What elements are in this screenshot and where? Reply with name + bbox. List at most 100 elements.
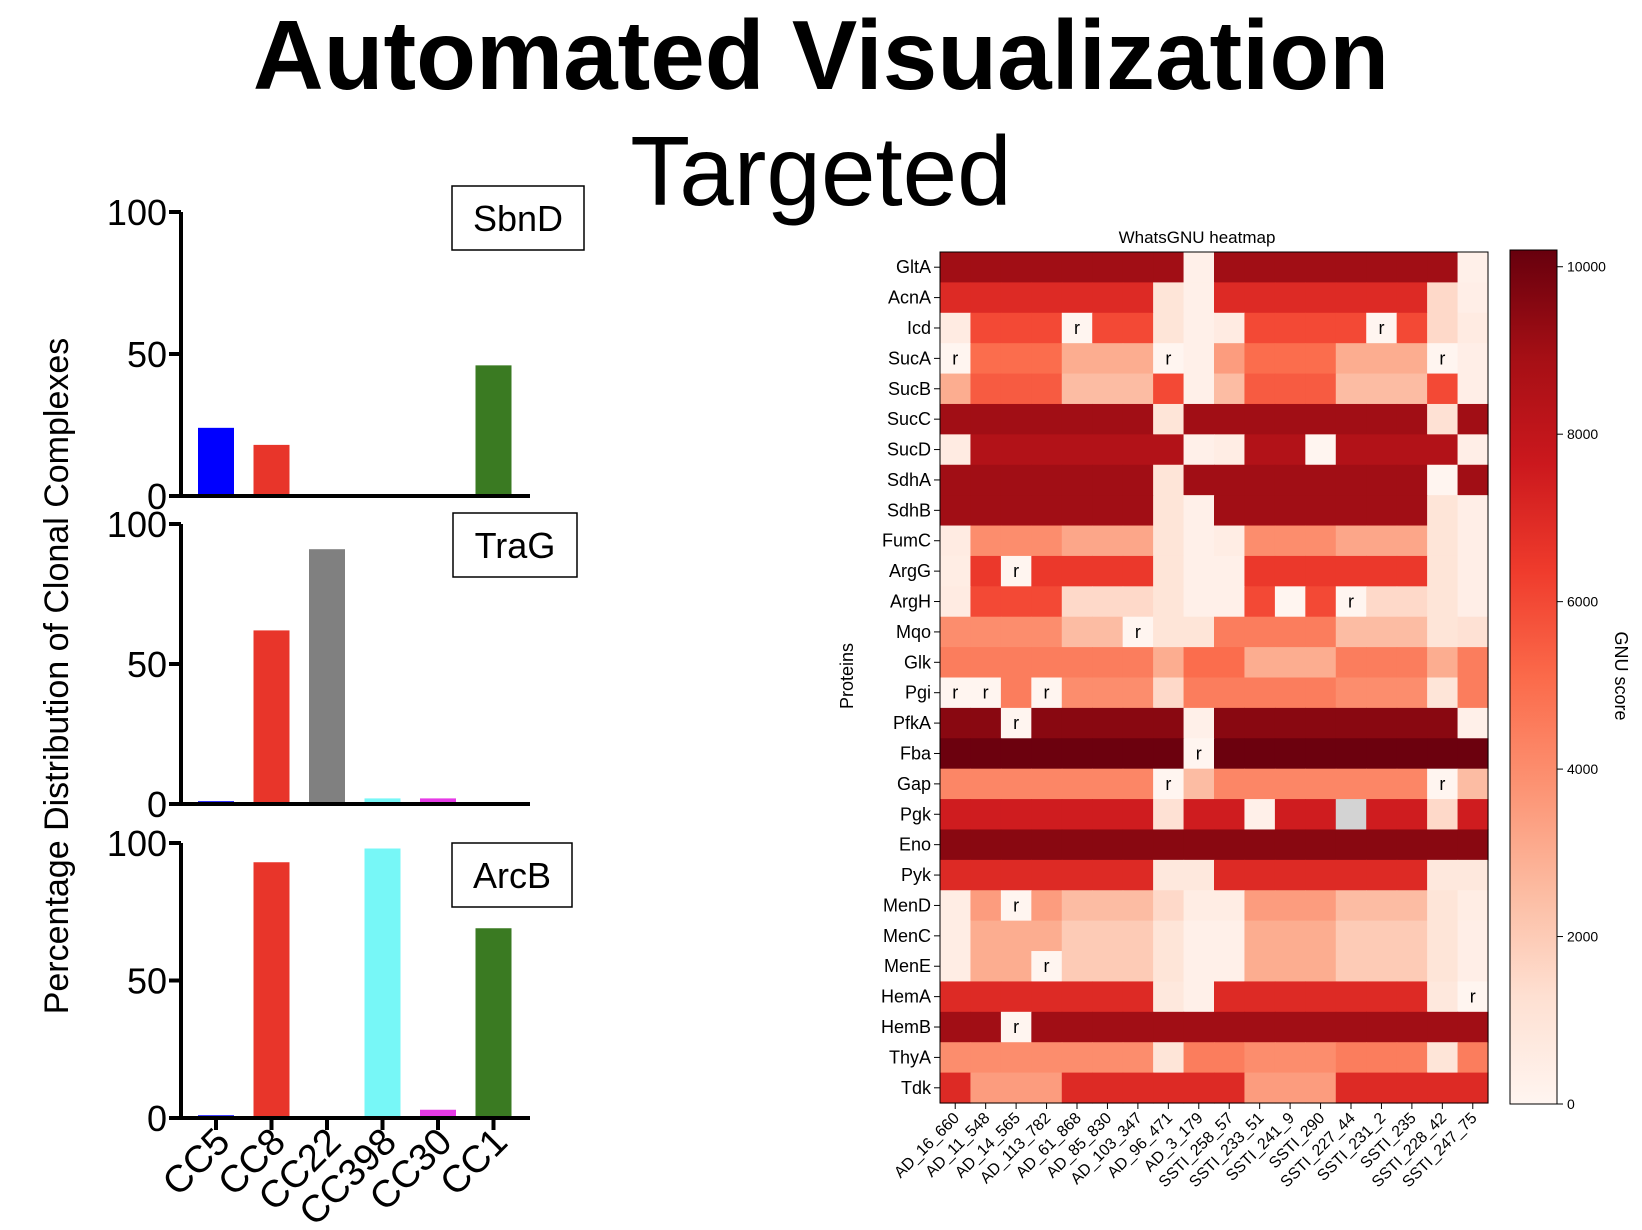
heatmap-cell — [1396, 1042, 1428, 1074]
heatmap-cell — [1214, 981, 1246, 1013]
heatmap-annotation: r — [1013, 895, 1019, 915]
heatmap-cell — [970, 343, 1002, 375]
heatmap-cell — [1244, 525, 1276, 557]
heatmap-cell — [1244, 403, 1276, 435]
heatmap-cell — [1244, 464, 1276, 496]
heatmap-cell — [1214, 647, 1246, 679]
heatmap-cell — [1335, 647, 1367, 679]
heatmap-cell — [1153, 768, 1185, 800]
bar-charts: Percentage Distribution of Clonal Comple… — [38, 185, 585, 1230]
heatmap-cell — [1153, 525, 1185, 557]
heatmap-cell — [1153, 1072, 1185, 1104]
heatmap-cell — [1396, 252, 1428, 283]
heatmap-cell — [970, 586, 1002, 618]
heatmap-row-label: PfkA — [893, 713, 931, 733]
heatmap-cell — [1183, 859, 1215, 891]
heatmap-annotation: r — [1013, 713, 1019, 733]
heatmap-cell — [1183, 1072, 1215, 1104]
heatmap-cell — [1183, 707, 1215, 739]
heatmap-cell — [970, 647, 1002, 679]
heatmap-cell — [1092, 829, 1124, 861]
heatmap-cell — [1000, 495, 1032, 527]
heatmap-cell — [1274, 373, 1306, 405]
heatmap-cell — [1335, 555, 1367, 587]
heatmap-cell — [1305, 647, 1337, 679]
heatmap-cell — [970, 920, 1002, 952]
heatmap-cell — [1000, 586, 1032, 618]
heatmap-cell — [1274, 890, 1306, 922]
heatmap-cell — [1092, 951, 1124, 983]
heatmap-row-label: Pgi — [905, 683, 931, 703]
heatmap-cell — [1305, 829, 1337, 861]
heatmap-cell — [1214, 920, 1246, 952]
heatmap-cell — [1366, 951, 1398, 983]
heatmap-cell — [970, 707, 1002, 739]
heatmap-cell — [1457, 829, 1489, 861]
heatmap-cell — [1274, 1011, 1306, 1043]
heatmap-annotation: r — [983, 683, 989, 703]
heatmap-cell — [1153, 434, 1185, 466]
heatmap-cell — [1366, 616, 1398, 648]
heatmap-cell — [1366, 495, 1398, 527]
heatmap-cell — [1427, 525, 1459, 557]
heatmap-cell — [1396, 434, 1428, 466]
heatmap-cell — [1427, 403, 1459, 435]
heatmap-row-label: FumC — [882, 531, 931, 551]
heatmap-cell — [970, 464, 1002, 496]
colorbar — [1509, 249, 1558, 1105]
heatmap-row-label: SucB — [888, 379, 931, 399]
heatmap-cell — [940, 403, 972, 435]
heatmap-cell — [1396, 525, 1428, 557]
heatmap-cell — [1244, 951, 1276, 983]
heatmap-cell — [1427, 920, 1459, 952]
heatmap-cell — [1244, 768, 1276, 800]
heatmap-cell — [1092, 647, 1124, 679]
heatmap-cell — [1427, 1042, 1459, 1074]
heatmap-cell — [1457, 282, 1489, 314]
heatmap-cell — [1153, 738, 1185, 770]
heatmap-cell — [1335, 951, 1367, 983]
heatmap-cell — [1396, 677, 1428, 709]
heatmap-cell — [1031, 829, 1063, 861]
heatmap-cell — [1214, 616, 1246, 648]
heatmap-cell — [1427, 829, 1459, 861]
heatmap-cell — [1427, 252, 1459, 283]
heatmap-cell — [1366, 282, 1398, 314]
heatmap-cell — [1061, 920, 1093, 952]
heatmap-cell — [1122, 981, 1154, 1013]
heatmap-cell — [1244, 555, 1276, 587]
heatmap-cell — [1305, 920, 1337, 952]
heatmap-cell — [1274, 647, 1306, 679]
heatmap-cell — [1305, 768, 1337, 800]
heatmap-cell — [1335, 920, 1367, 952]
heatmap-cell — [1305, 312, 1337, 344]
heatmap-cell — [1335, 464, 1367, 496]
heatmap-cell — [1427, 555, 1459, 587]
heatmap-cell — [1396, 920, 1428, 952]
heatmap-cell — [1092, 799, 1124, 831]
heatmap-cell — [1122, 829, 1154, 861]
heatmap-cell — [1214, 373, 1246, 405]
heatmap-cell — [1061, 373, 1093, 405]
heatmap-cell — [1335, 738, 1367, 770]
heatmap-cell — [1153, 829, 1185, 861]
heatmap-cell — [1153, 951, 1185, 983]
heatmap-cell — [1274, 677, 1306, 709]
heatmap-cell — [940, 799, 972, 831]
heatmap-cell — [1183, 951, 1215, 983]
heatmap-cell — [1396, 951, 1428, 983]
heatmap-cell — [1366, 799, 1398, 831]
heatmap-cell — [1457, 951, 1489, 983]
heatmap-cell — [1000, 312, 1032, 344]
heatmap-cell — [1457, 1072, 1489, 1104]
colorbar-tick-label: 0 — [1567, 1096, 1575, 1112]
heatmap-cell — [1031, 434, 1063, 466]
heatmap-cell — [1000, 464, 1032, 496]
heatmap-cell — [1214, 799, 1246, 831]
heatmap-cell — [1061, 647, 1093, 679]
heatmap-cell — [1000, 859, 1032, 891]
heatmap-cell — [1274, 981, 1306, 1013]
heatmap-cell — [1153, 282, 1185, 314]
heatmap-cell — [1183, 343, 1215, 375]
heatmap-cell — [1153, 920, 1185, 952]
